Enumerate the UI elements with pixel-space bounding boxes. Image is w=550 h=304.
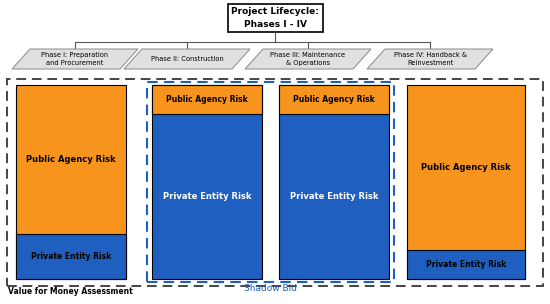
- Bar: [16, 85, 126, 279]
- Bar: [7, 79, 543, 286]
- Text: Private Entity Risk: Private Entity Risk: [163, 192, 251, 201]
- Polygon shape: [245, 49, 371, 69]
- Text: Private Entity Risk: Private Entity Risk: [31, 252, 111, 261]
- Bar: [152, 85, 262, 279]
- Text: Value for Money Assessment: Value for Money Assessment: [8, 287, 133, 296]
- Bar: [228, 4, 322, 32]
- Text: Phase IV: Handback &
Reinvestment: Phase IV: Handback & Reinvestment: [393, 52, 466, 66]
- Bar: [152, 85, 262, 114]
- Text: Public Agency Risk: Public Agency Risk: [166, 95, 248, 104]
- Polygon shape: [124, 49, 250, 69]
- Bar: [147, 82, 394, 282]
- Bar: [279, 85, 389, 279]
- Text: Private Entity Risk: Private Entity Risk: [426, 260, 506, 269]
- Text: Shadow Bid: Shadow Bid: [244, 284, 297, 293]
- Bar: [407, 85, 525, 279]
- Text: Private Entity Risk: Private Entity Risk: [290, 192, 378, 201]
- Text: Public Agency Risk: Public Agency Risk: [293, 95, 375, 104]
- Bar: [407, 250, 525, 279]
- Text: Project Lifecycle:
Phases I - IV: Project Lifecycle: Phases I - IV: [231, 7, 319, 29]
- Text: Phase III: Maintenance
& Operations: Phase III: Maintenance & Operations: [271, 52, 345, 66]
- Polygon shape: [12, 49, 138, 69]
- Bar: [279, 85, 389, 114]
- Polygon shape: [367, 49, 493, 69]
- Text: Public Agency Risk: Public Agency Risk: [26, 155, 116, 164]
- Text: Phase I: Preparation
and Procurement: Phase I: Preparation and Procurement: [41, 52, 108, 66]
- Text: Phase II: Construction: Phase II: Construction: [151, 56, 223, 62]
- Text: Public Agency Risk: Public Agency Risk: [421, 163, 511, 172]
- Bar: [16, 234, 126, 279]
